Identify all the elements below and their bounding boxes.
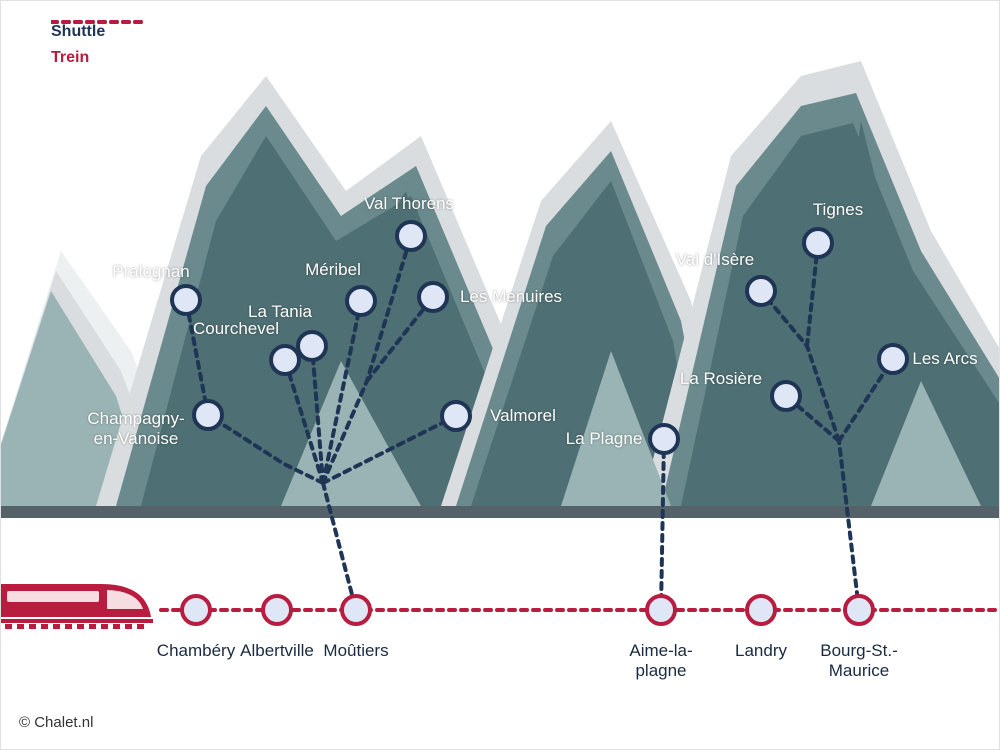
resort-label-larosiere: La Rosière bbox=[680, 369, 762, 389]
train-icon bbox=[1, 584, 153, 629]
resort-label-lesarcs: Les Arcs bbox=[912, 349, 977, 369]
station-moutiers bbox=[342, 596, 370, 624]
station-label-bourg: Bourg-St.- Maurice bbox=[820, 641, 897, 681]
station-label-landry: Landry bbox=[735, 641, 787, 661]
station-label-albertville: Albertville bbox=[240, 641, 314, 661]
ground-strip bbox=[1, 506, 1000, 518]
resort-label-valdisere: Val d'Isère bbox=[676, 250, 755, 270]
resort-courchevel bbox=[271, 346, 299, 374]
resort-pralognan bbox=[172, 286, 200, 314]
resort-meribel bbox=[347, 287, 375, 315]
station-aime bbox=[647, 596, 675, 624]
resort-valdisere bbox=[747, 277, 775, 305]
station-label-chambery: Chambéry bbox=[157, 641, 235, 661]
station-label-moutiers: Moûtiers bbox=[323, 641, 388, 661]
resort-label-latania: La Tania bbox=[248, 302, 312, 322]
map-canvas: Shuttle Trein ChambéryAlbertvilleMoûtier… bbox=[0, 0, 1000, 750]
footer-credit: © Chalet.nl bbox=[19, 714, 93, 731]
resort-label-lesmenuires: Les Menuires bbox=[460, 287, 562, 307]
resort-valmorel bbox=[442, 402, 470, 430]
resort-label-champ: Champagny- en-Vanoise bbox=[87, 409, 184, 449]
resort-label-valthorens: Val Thorens bbox=[364, 194, 454, 214]
scene-svg bbox=[1, 1, 1000, 750]
resort-tignes bbox=[804, 229, 832, 257]
resort-label-laplagne: La Plagne bbox=[566, 429, 643, 449]
station-chambery bbox=[182, 596, 210, 624]
resort-champ bbox=[194, 401, 222, 429]
resort-latania bbox=[298, 332, 326, 360]
resort-valthorens bbox=[397, 222, 425, 250]
resort-label-tignes: Tignes bbox=[813, 200, 863, 220]
resort-label-meribel: Méribel bbox=[305, 260, 361, 280]
station-bourg bbox=[845, 596, 873, 624]
resort-label-valmorel: Valmorel bbox=[490, 406, 556, 426]
station-albertville bbox=[263, 596, 291, 624]
resort-larosiere bbox=[772, 382, 800, 410]
resort-label-courchevel: Courchevel bbox=[193, 319, 279, 339]
resort-label-pralognan: Pralognan bbox=[112, 262, 190, 282]
resort-laplagne bbox=[650, 425, 678, 453]
resort-lesmenuires bbox=[419, 283, 447, 311]
station-label-aime: Aime-la- plagne bbox=[629, 641, 692, 681]
resort-lesarcs bbox=[879, 345, 907, 373]
station-landry bbox=[747, 596, 775, 624]
